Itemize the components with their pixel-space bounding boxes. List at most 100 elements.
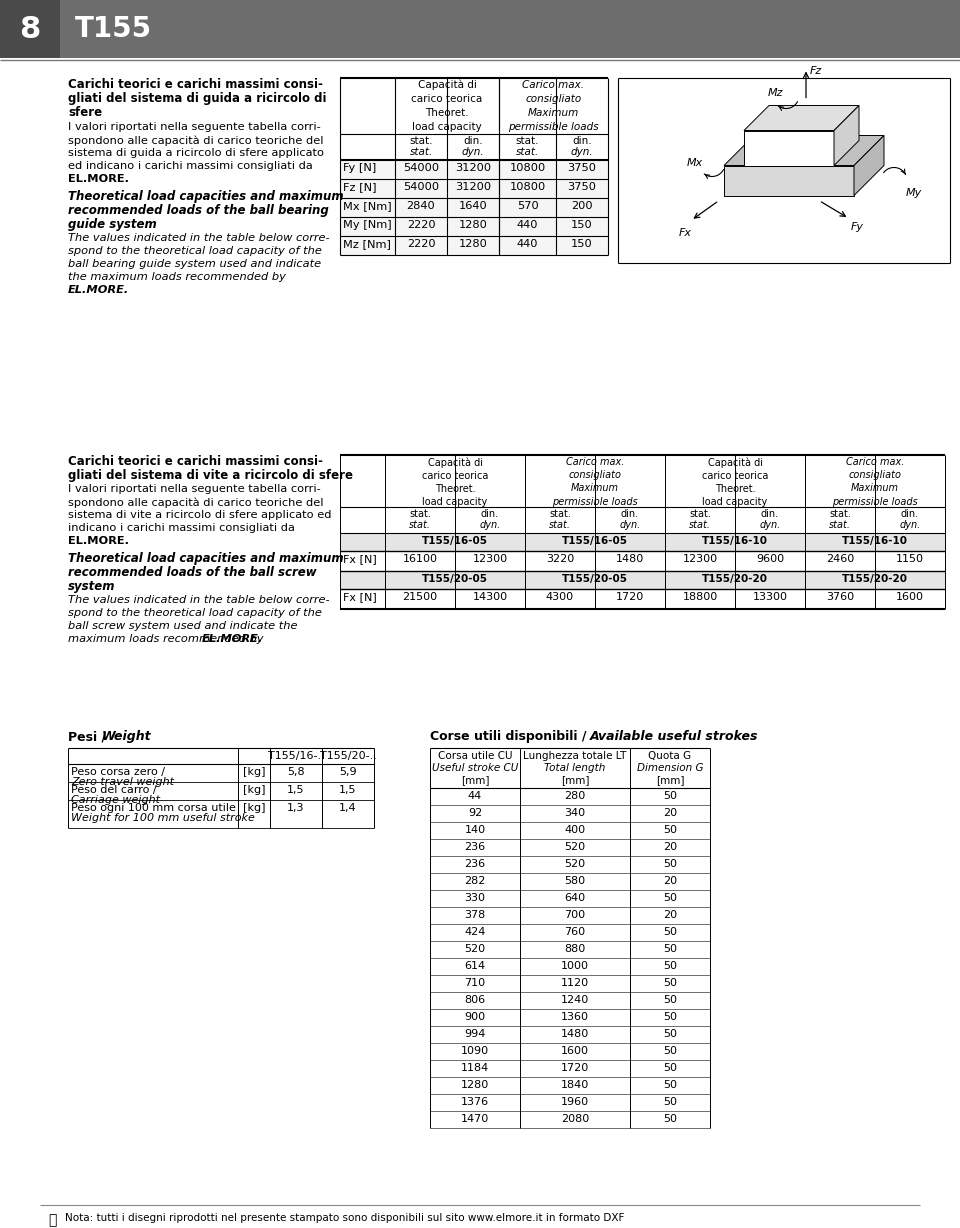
Text: gliati del sistema di vite a ricircolo di sfere: gliati del sistema di vite a ricircolo d… bbox=[68, 469, 353, 483]
Text: 9600: 9600 bbox=[756, 554, 784, 564]
Text: 50: 50 bbox=[663, 927, 677, 937]
Text: My: My bbox=[906, 189, 923, 199]
Text: 1480: 1480 bbox=[561, 1029, 589, 1039]
Polygon shape bbox=[724, 135, 884, 166]
Text: Fz: Fz bbox=[810, 65, 823, 75]
Text: 1840: 1840 bbox=[561, 1079, 589, 1090]
Text: Carico max.
consigliato
Maximum
permissible loads: Carico max. consigliato Maximum permissi… bbox=[508, 80, 599, 131]
Text: sfere: sfere bbox=[68, 106, 102, 119]
Text: din.: din. bbox=[900, 508, 919, 519]
Text: Peso ogni 100 mm corsa utile: Peso ogni 100 mm corsa utile bbox=[71, 803, 236, 813]
Text: system: system bbox=[68, 580, 115, 593]
Text: 50: 50 bbox=[663, 1012, 677, 1022]
Text: 1280: 1280 bbox=[459, 220, 488, 230]
Text: Nota: tutti i disegni riprodotti nel presente stampato sono disponibili sul sito: Nota: tutti i disegni riprodotti nel pre… bbox=[65, 1213, 624, 1223]
Text: [kg]: [kg] bbox=[243, 785, 265, 795]
Text: din.: din. bbox=[572, 136, 591, 146]
Text: stat.: stat. bbox=[516, 147, 540, 157]
Bar bbox=[340, 198, 608, 217]
Text: 10800: 10800 bbox=[510, 182, 545, 192]
Bar bbox=[340, 571, 945, 589]
Text: 280: 280 bbox=[564, 791, 586, 801]
Text: The values indicated in the table below corre-: The values indicated in the table below … bbox=[68, 596, 329, 605]
Text: 50: 50 bbox=[663, 1046, 677, 1056]
Bar bbox=[0, 0, 960, 58]
Text: 700: 700 bbox=[564, 910, 586, 920]
Text: 50: 50 bbox=[663, 1029, 677, 1039]
Polygon shape bbox=[834, 106, 859, 166]
Text: 20: 20 bbox=[663, 842, 677, 852]
Text: T155/16-10: T155/16-10 bbox=[842, 535, 908, 546]
Text: 150: 150 bbox=[571, 239, 593, 249]
Text: dyn.: dyn. bbox=[619, 519, 640, 530]
Text: stat.: stat. bbox=[829, 508, 851, 519]
Text: ed indicano i carichi massimi consigliati da: ed indicano i carichi massimi consigliat… bbox=[68, 161, 313, 171]
Text: 880: 880 bbox=[564, 944, 586, 954]
Text: Dimension G: Dimension G bbox=[636, 763, 704, 772]
Text: 378: 378 bbox=[465, 910, 486, 920]
Text: 50: 50 bbox=[663, 825, 677, 835]
Text: Zero travel weight: Zero travel weight bbox=[71, 777, 174, 787]
Text: 50: 50 bbox=[663, 791, 677, 801]
Text: 1960: 1960 bbox=[561, 1097, 589, 1106]
Text: 1640: 1640 bbox=[459, 201, 488, 211]
Text: 50: 50 bbox=[663, 860, 677, 869]
Text: 1240: 1240 bbox=[561, 995, 589, 1005]
Text: 21500: 21500 bbox=[402, 592, 438, 602]
Text: T155/20-05: T155/20-05 bbox=[562, 573, 628, 585]
Text: 330: 330 bbox=[465, 893, 486, 903]
Text: 50: 50 bbox=[663, 893, 677, 903]
Text: 1000: 1000 bbox=[561, 962, 589, 971]
Text: indicano i carichi massimi consigliati da: indicano i carichi massimi consigliati d… bbox=[68, 523, 295, 533]
Text: recommended loads of the ball bearing: recommended loads of the ball bearing bbox=[68, 204, 328, 217]
Text: 2220: 2220 bbox=[407, 220, 435, 230]
Text: 12300: 12300 bbox=[683, 554, 717, 564]
Text: dyn.: dyn. bbox=[570, 147, 593, 157]
Text: T155/16-..: T155/16-.. bbox=[268, 752, 324, 761]
Text: ⓐ: ⓐ bbox=[48, 1213, 57, 1227]
Text: 44: 44 bbox=[468, 791, 482, 801]
Text: stat.: stat. bbox=[549, 508, 571, 519]
Text: 14300: 14300 bbox=[472, 592, 508, 602]
Text: T155/20-..: T155/20-.. bbox=[320, 752, 376, 761]
Text: 92: 92 bbox=[468, 808, 482, 818]
Text: dyn.: dyn. bbox=[759, 519, 780, 530]
Text: stat.: stat. bbox=[409, 136, 433, 146]
Text: 13300: 13300 bbox=[753, 592, 787, 602]
Text: Fx: Fx bbox=[679, 228, 692, 238]
Text: Carichi teorici e carichi massimi consi-: Carichi teorici e carichi massimi consi- bbox=[68, 79, 323, 91]
Text: 31200: 31200 bbox=[455, 182, 492, 192]
Text: [kg]: [kg] bbox=[243, 803, 265, 813]
Text: dyn.: dyn. bbox=[900, 519, 921, 530]
Text: Mx [Nm]: Mx [Nm] bbox=[343, 201, 392, 211]
Text: 1376: 1376 bbox=[461, 1097, 489, 1106]
Text: 1150: 1150 bbox=[896, 554, 924, 564]
Text: T155/16-10: T155/16-10 bbox=[702, 535, 768, 546]
Text: 1600: 1600 bbox=[561, 1046, 589, 1056]
Text: stat.: stat. bbox=[409, 147, 433, 157]
Text: 5,8: 5,8 bbox=[287, 768, 305, 777]
Text: 614: 614 bbox=[465, 962, 486, 971]
Text: 50: 50 bbox=[663, 1114, 677, 1124]
Text: 20: 20 bbox=[663, 876, 677, 885]
Text: recommended loads of the ball screw: recommended loads of the ball screw bbox=[68, 566, 317, 578]
Text: Corse utili disponibili /: Corse utili disponibili / bbox=[430, 729, 590, 743]
Text: 2460: 2460 bbox=[826, 554, 854, 564]
Text: 340: 340 bbox=[564, 808, 586, 818]
Text: Useful stroke CU: Useful stroke CU bbox=[432, 763, 518, 772]
Text: 440: 440 bbox=[516, 239, 539, 249]
Text: 12300: 12300 bbox=[472, 554, 508, 564]
Polygon shape bbox=[724, 166, 854, 195]
Text: Mx: Mx bbox=[687, 157, 704, 167]
Text: spond to the theoretical load capacity of the: spond to the theoretical load capacity o… bbox=[68, 608, 322, 618]
Text: [mm]: [mm] bbox=[461, 775, 490, 785]
Text: Capacità di
carico teorica
Theoret.
load capacity: Capacità di carico teorica Theoret. load… bbox=[702, 457, 768, 507]
Polygon shape bbox=[854, 135, 884, 195]
Text: Carico max.
consigliato
Maximum
permissible loads: Carico max. consigliato Maximum permissi… bbox=[832, 457, 918, 507]
Text: EL.MORE.: EL.MORE. bbox=[68, 535, 129, 546]
Text: 900: 900 bbox=[465, 1012, 486, 1022]
Text: 50: 50 bbox=[663, 977, 677, 989]
Text: 20: 20 bbox=[663, 808, 677, 818]
Text: sistema di guida a ricircolo di sfere applicato: sistema di guida a ricircolo di sfere ap… bbox=[68, 149, 324, 158]
Polygon shape bbox=[744, 130, 834, 166]
